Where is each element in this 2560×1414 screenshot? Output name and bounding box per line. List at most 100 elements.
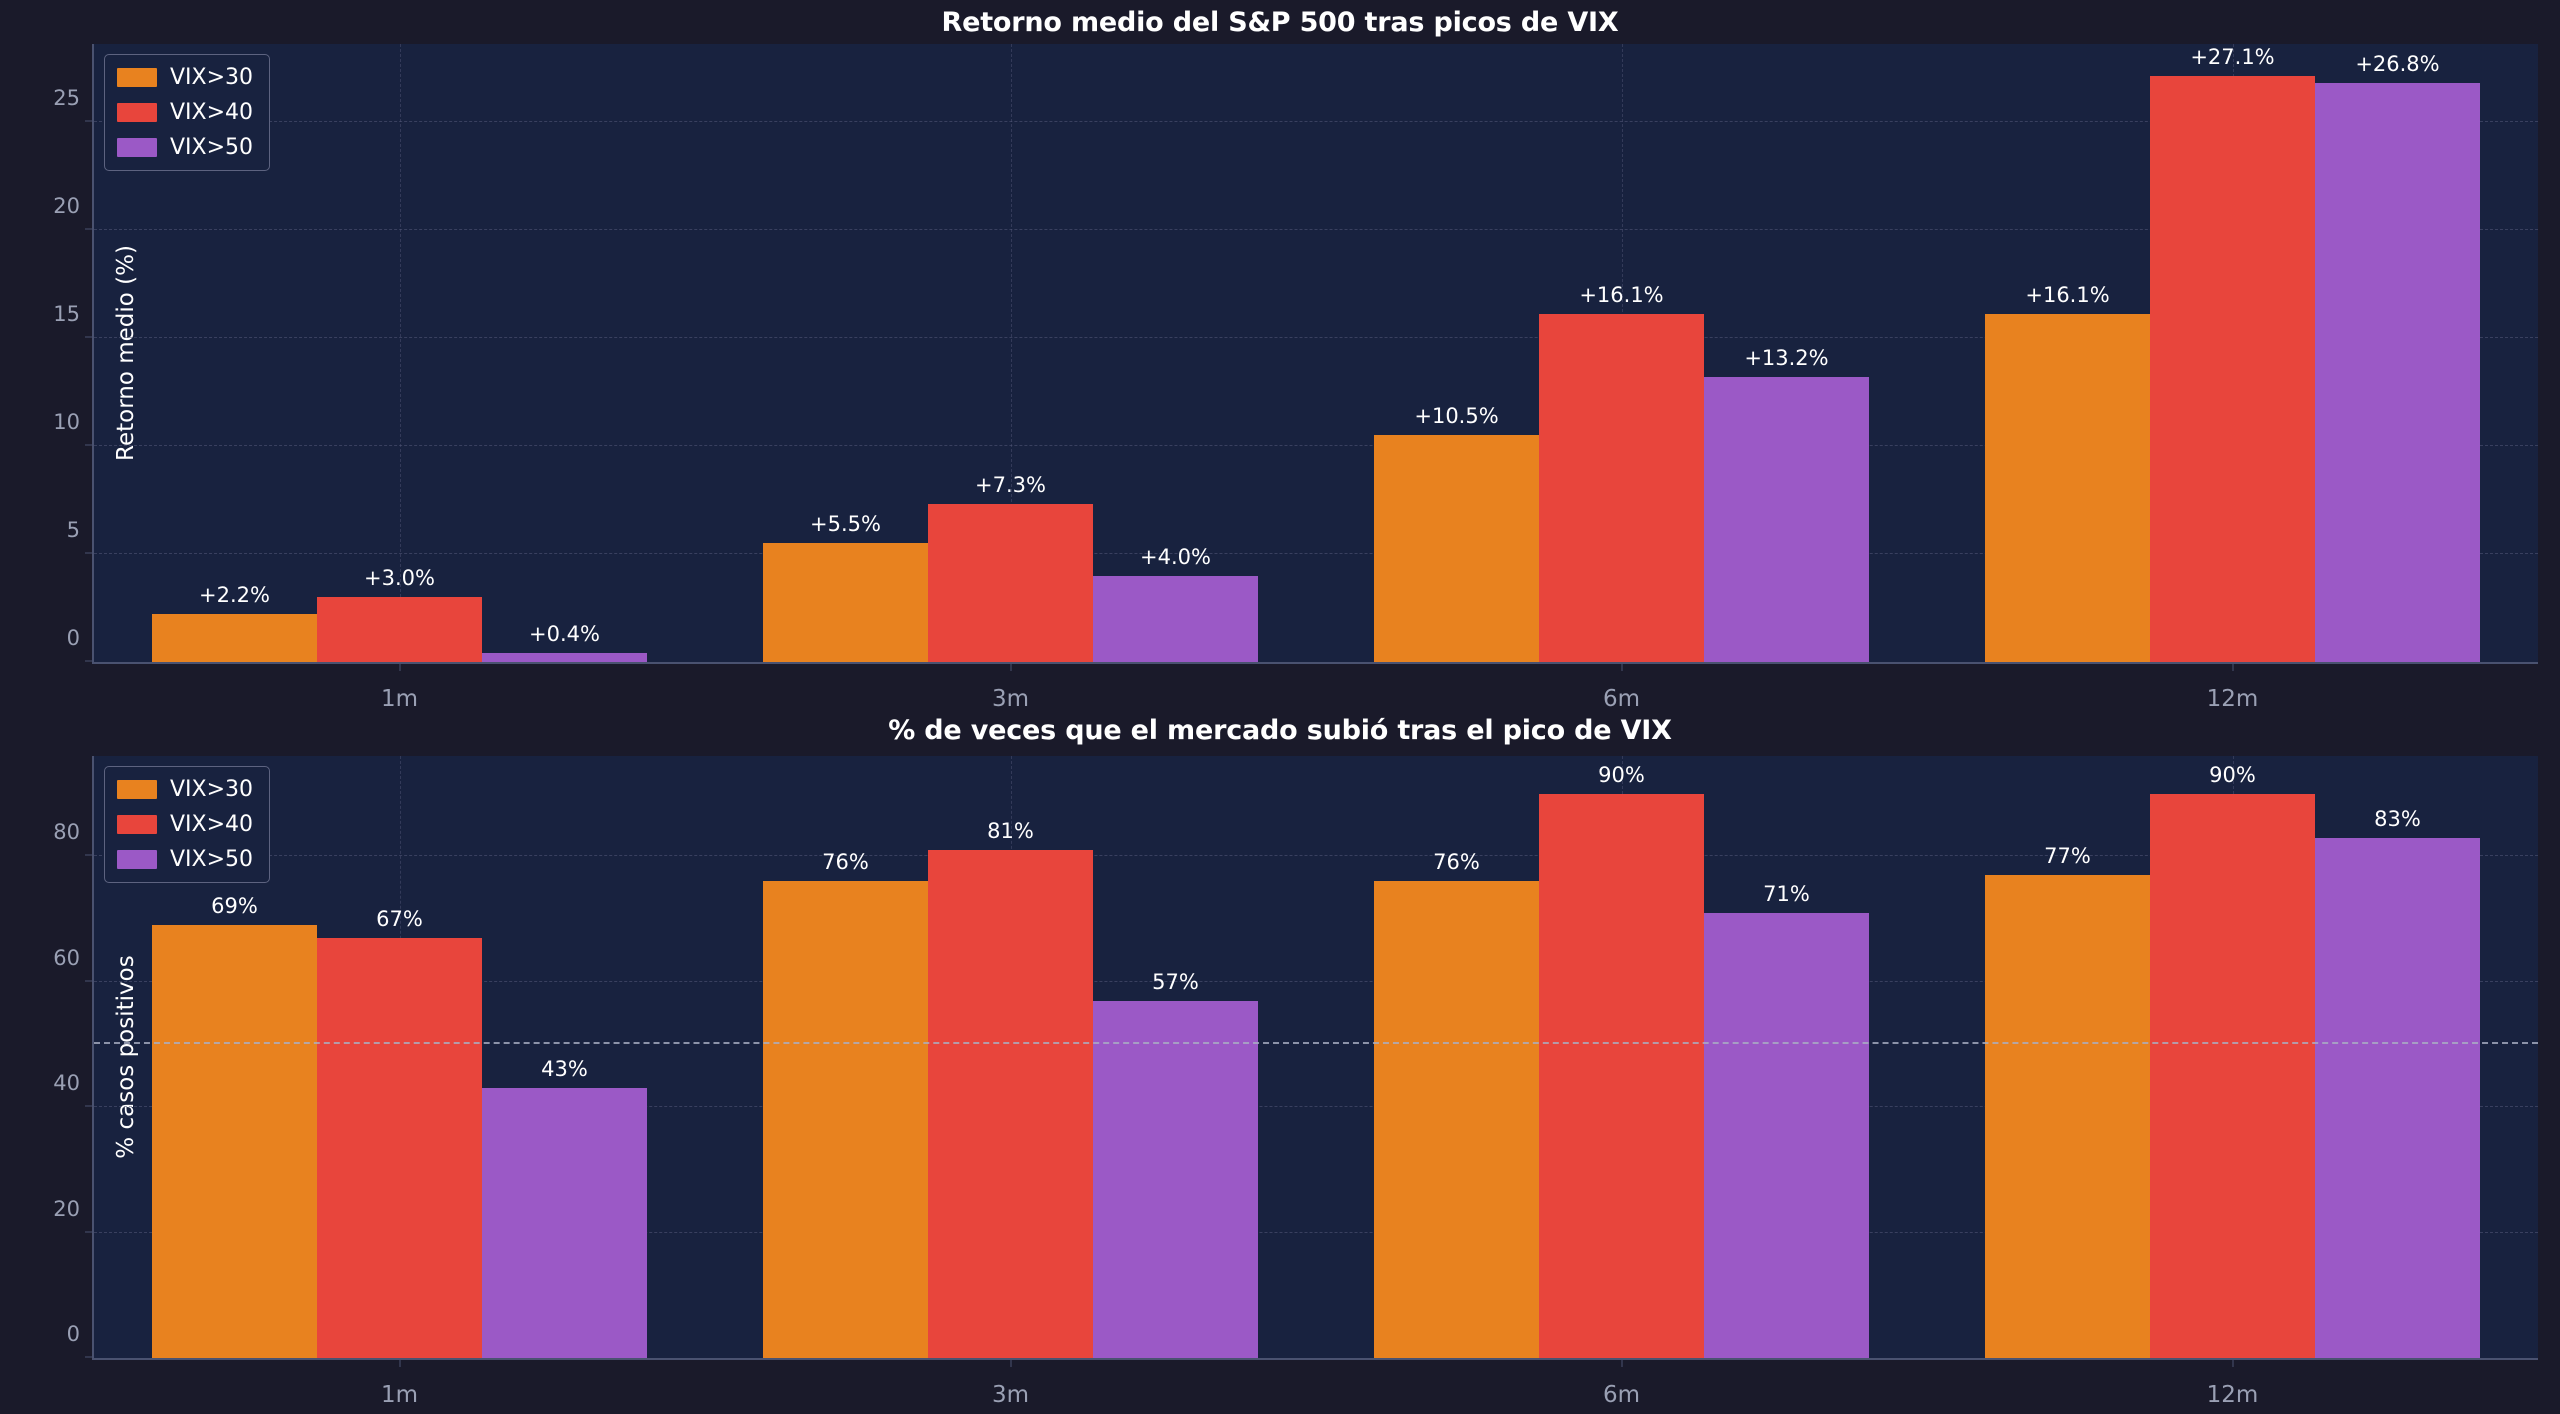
- chart-2-legend: VIX>30 VIX>40 VIX>50: [104, 766, 271, 883]
- chart-1-plot-area: Retorno medio (%) VIX>30 VIX>40 VIX>50 0…: [53, 44, 2538, 712]
- bar-vix50-3m[interactable]: +4.0%: [1092, 545, 1258, 662]
- bar-value-label: 57%: [1152, 969, 1199, 994]
- bar-vix40-1m[interactable]: +3.0%: [317, 566, 482, 662]
- y-tick-label: 60: [53, 945, 80, 970]
- bar-value-label: +10.5%: [1414, 404, 1499, 429]
- y-tick-label: 80: [53, 820, 80, 845]
- gridline-x: [1010, 44, 1012, 662]
- gridline-y: [94, 855, 2538, 857]
- legend-item-vix50[interactable]: VIX>50: [117, 135, 253, 160]
- legend-label-vix40: VIX>40: [170, 100, 254, 125]
- legend-swatch-vix30: [117, 780, 157, 799]
- bar-value-label: +13.2%: [1744, 345, 1829, 370]
- bar-vix40-12m[interactable]: 90%: [2150, 763, 2315, 1358]
- bar-value-label: 83%: [2374, 806, 2421, 831]
- gridline-y: [94, 120, 2538, 122]
- x-tick-label: 3m: [991, 1382, 1030, 1408]
- chart-2-title: % de veces que el mercado subió tras el …: [888, 715, 1672, 746]
- bar-vix50-6m[interactable]: +13.2%: [1703, 346, 1869, 662]
- bar-value-label: 77%: [2044, 844, 2091, 869]
- chart-1-title: Retorno medio del S&P 500 tras picos de …: [941, 7, 1619, 38]
- y-tick-mark: [85, 1105, 94, 1107]
- y-tick-label: 25: [53, 85, 80, 110]
- bar-vix30-1m[interactable]: 69%: [152, 894, 317, 1358]
- legend-label-vix30: VIX>30: [170, 65, 254, 90]
- x-tick-mark: [399, 1358, 400, 1367]
- legend-swatch-vix40: [117, 103, 157, 122]
- bar-vix40-3m[interactable]: 81%: [928, 819, 1093, 1358]
- y-tick-mark: [85, 1231, 94, 1233]
- x-tick-mark: [2232, 1358, 2233, 1367]
- bar-vix40-3m[interactable]: +7.3%: [928, 473, 1093, 662]
- legend-swatch-vix40: [117, 815, 157, 834]
- x-tick-label: 12m: [2206, 1382, 2259, 1408]
- gridline-y: [94, 552, 2538, 554]
- y-tick-label: 10: [53, 409, 80, 434]
- bar-value-label: 76%: [1433, 850, 1480, 875]
- legend-swatch-vix50: [117, 138, 157, 157]
- bar-value-label: +5.5%: [810, 512, 881, 537]
- y-tick-mark: [85, 228, 94, 230]
- bar-value-label: +3.0%: [364, 566, 435, 591]
- gridline-y: [94, 336, 2538, 338]
- x-tick-mark: [2232, 662, 2233, 671]
- bar-vix50-12m[interactable]: +26.8%: [2314, 52, 2480, 662]
- legend-item-vix50[interactable]: VIX>50: [117, 847, 253, 872]
- gridline-y: [94, 1106, 2538, 1108]
- x-tick-mark: [399, 662, 400, 671]
- gridline-y: [94, 444, 2538, 446]
- chart-1-y-axis-label: Retorno medio (%): [113, 245, 139, 461]
- bar-vix40-1m[interactable]: 67%: [317, 907, 482, 1358]
- legend-item-vix40[interactable]: VIX>40: [117, 100, 253, 125]
- y-tick-mark: [85, 444, 94, 446]
- bar-value-label: 90%: [1598, 762, 1645, 787]
- gridline-y: [94, 980, 2538, 982]
- chart-panel-positive-rate: % de veces que el mercado subió tras el …: [0, 700, 2560, 1414]
- y-tick-label: 15: [53, 301, 80, 326]
- bar-vix30-1m[interactable]: +2.2%: [152, 583, 317, 662]
- bar-vix30-12m[interactable]: 77%: [1985, 844, 2150, 1358]
- bar-vix30-3m[interactable]: 76%: [763, 850, 928, 1358]
- bar-vix30-3m[interactable]: +5.5%: [763, 512, 928, 662]
- bar-vix50-1m[interactable]: 43%: [481, 1057, 647, 1358]
- legend-label-vix50: VIX>50: [170, 847, 254, 872]
- y-tick-label: 0: [66, 1322, 80, 1346]
- y-tick-label: 0: [66, 626, 80, 650]
- legend-label-vix30: VIX>30: [170, 777, 254, 802]
- bar-value-label: 90%: [2209, 762, 2256, 787]
- legend-item-vix30[interactable]: VIX>30: [117, 65, 253, 90]
- bar-vix40-6m[interactable]: +16.1%: [1539, 283, 1704, 662]
- bar-vix50-6m[interactable]: 71%: [1703, 882, 1869, 1358]
- reference-line-50: [94, 1042, 2538, 1045]
- bar-vix30-12m[interactable]: +16.1%: [1985, 283, 2150, 662]
- y-tick-mark: [85, 336, 94, 338]
- bar-vix30-6m[interactable]: +10.5%: [1374, 404, 1539, 662]
- bar-value-label: +2.2%: [199, 583, 270, 608]
- bar-value-label: +26.8%: [2355, 51, 2440, 76]
- x-tick-label: 6m: [1602, 1382, 1641, 1408]
- bar-value-label: 71%: [1763, 881, 1810, 906]
- bar-value-label: 67%: [376, 906, 423, 931]
- bar-value-label: 43%: [541, 1057, 588, 1082]
- y-tick-mark: [85, 120, 94, 122]
- legend-item-vix30[interactable]: VIX>30: [117, 777, 253, 802]
- bar-vix50-12m[interactable]: 83%: [2314, 807, 2480, 1358]
- legend-label-vix40: VIX>40: [170, 812, 254, 837]
- gridline-y: [94, 228, 2538, 230]
- bar-value-label: +27.1%: [2190, 45, 2275, 70]
- gridline-x: [399, 44, 401, 662]
- y-tick-mark: [85, 552, 94, 554]
- bar-vix50-1m[interactable]: +0.4%: [481, 622, 647, 662]
- bar-vix50-3m[interactable]: 57%: [1092, 970, 1258, 1358]
- y-tick-label: 40: [53, 1071, 80, 1096]
- chart-panel-returns: Retorno medio del S&P 500 tras picos de …: [0, 0, 2560, 712]
- bar-vix40-12m[interactable]: +27.1%: [2150, 45, 2315, 662]
- x-tick-label: 1m: [380, 1382, 419, 1408]
- bar-value-label: 81%: [987, 819, 1034, 844]
- bar-vix40-6m[interactable]: 90%: [1539, 763, 1704, 1358]
- bar-vix30-6m[interactable]: 76%: [1374, 850, 1539, 1358]
- bar-value-label: +4.0%: [1139, 544, 1211, 569]
- y-tick-mark: [85, 854, 94, 856]
- legend-item-vix40[interactable]: VIX>40: [117, 812, 253, 837]
